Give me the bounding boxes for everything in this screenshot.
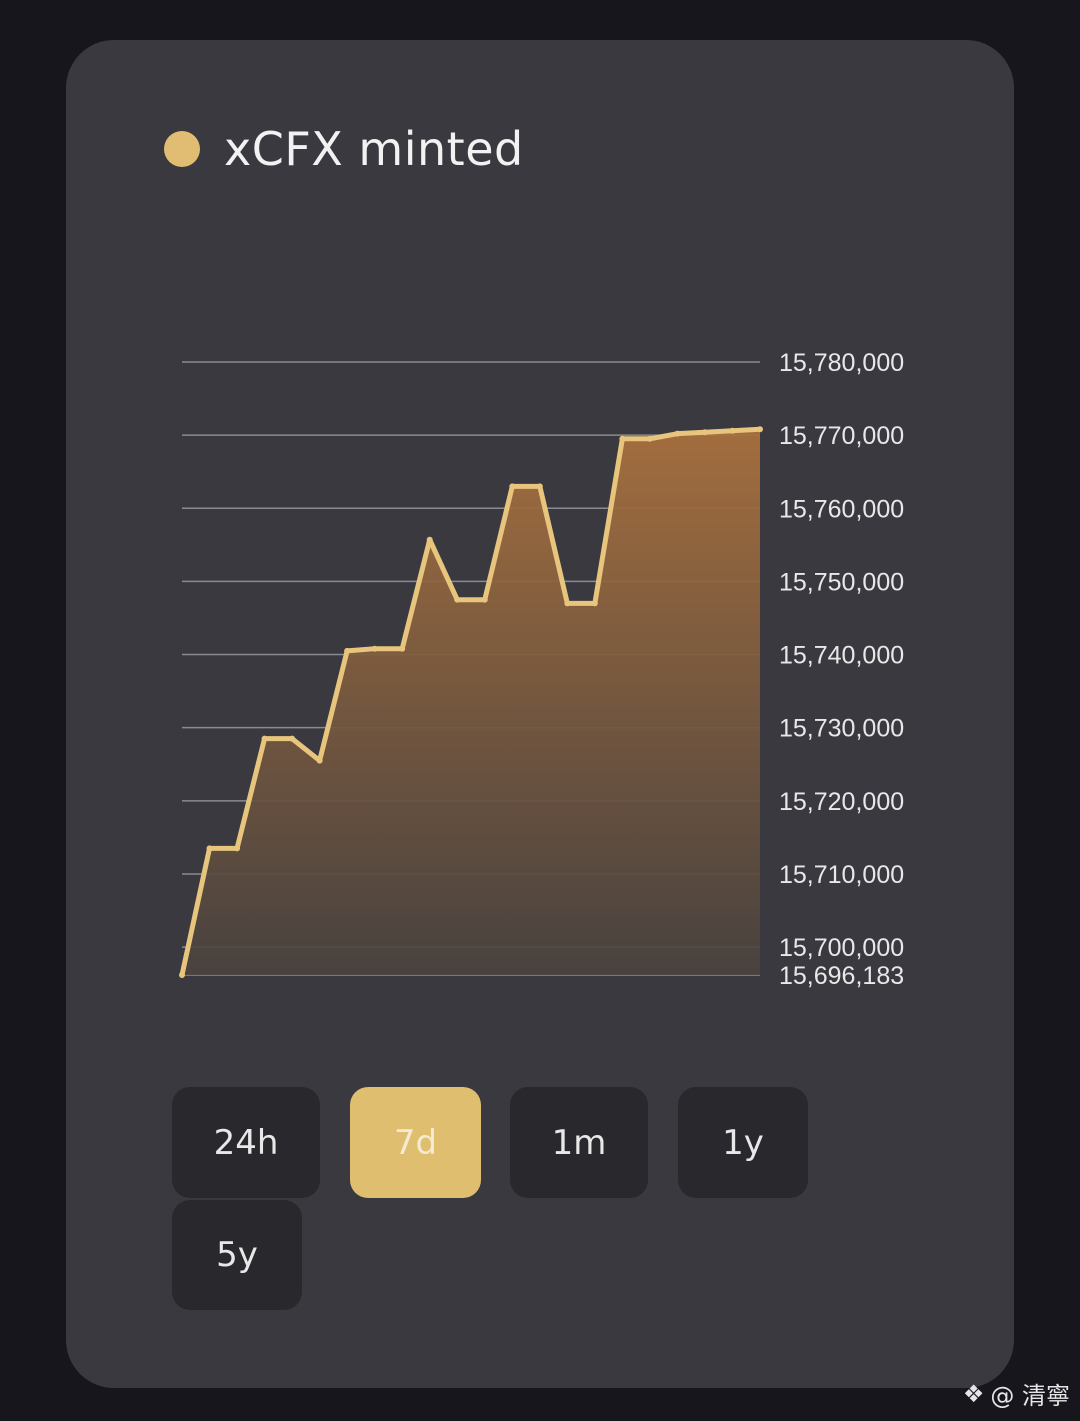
data-point: [591, 600, 598, 607]
watermark-text: @ 清寧: [990, 1382, 1070, 1410]
data-point: [316, 757, 323, 764]
y-tick-label: 15,760,000: [779, 495, 904, 523]
data-point: [729, 427, 736, 434]
range-button-7d[interactable]: 7d: [350, 1087, 481, 1198]
y-tick-label: 15,700,000: [779, 934, 904, 962]
data-point: [344, 647, 351, 654]
data-point: [509, 483, 516, 490]
binance-logo-icon: ❖: [962, 1379, 985, 1408]
chart-legend: xCFX minted: [164, 122, 524, 176]
data-point: [206, 845, 213, 852]
data-point: [757, 426, 763, 433]
y-tick-label: 15,780,000: [779, 349, 904, 377]
y-tick-label: 15,696,183: [779, 962, 904, 990]
y-tick-label: 15,720,000: [779, 788, 904, 816]
area-fill: [182, 429, 760, 975]
data-point: [454, 596, 461, 603]
data-point: [399, 645, 406, 652]
data-point: [234, 845, 241, 852]
area-chart: 15,780,000 15,770,000 15,760,000 15,750,000…: [179, 349, 904, 990]
data-point: [179, 972, 185, 978]
range-button-1m[interactable]: 1m: [510, 1087, 648, 1198]
range-button-24h[interactable]: 24h: [172, 1087, 320, 1198]
data-point: [261, 735, 268, 742]
y-tick-label: 15,710,000: [779, 861, 904, 889]
range-button-1y[interactable]: 1y: [678, 1087, 808, 1198]
chart-card: xCFX minted 15,780,000 15,770,000 15,760,0…: [66, 40, 1014, 1388]
data-point: [371, 645, 378, 652]
data-point: [701, 429, 708, 436]
data-point: [646, 435, 653, 442]
series-line: [179, 426, 761, 976]
y-tick-label: 15,750,000: [779, 568, 904, 596]
data-point: [426, 536, 433, 543]
data-point: [481, 596, 488, 603]
data-point: [674, 430, 681, 437]
watermark: ❖ @ 清寧: [963, 1376, 1070, 1411]
data-point: [289, 735, 296, 742]
data-point: [564, 600, 571, 607]
legend-label: xCFX minted: [224, 122, 524, 176]
legend-dot-icon: [164, 131, 200, 167]
range-button-5y[interactable]: 5y: [172, 1200, 302, 1310]
data-point: [536, 483, 543, 490]
y-tick-label: 15,740,000: [779, 642, 904, 670]
y-tick-label: 15,770,000: [779, 422, 904, 450]
y-tick-label: 15,730,000: [779, 715, 904, 743]
data-point: [619, 435, 626, 442]
